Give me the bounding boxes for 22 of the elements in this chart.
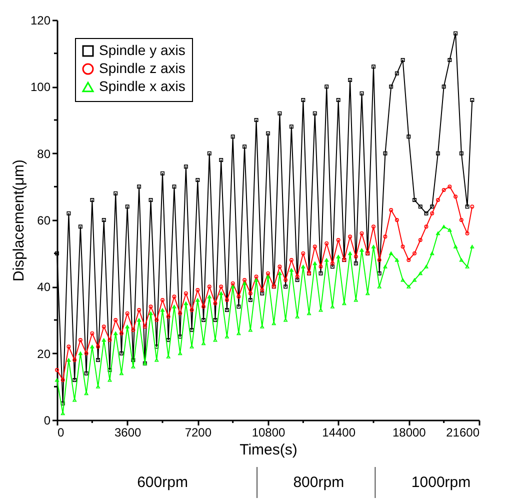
x-axis-title: Times(s) (240, 442, 298, 458)
y-tick-label: 0 (44, 414, 51, 428)
x-tick-label: 7200 (184, 426, 212, 440)
legend-label: Spindle x axis (99, 78, 186, 94)
legend-label: Spindle z axis (99, 60, 186, 76)
y-axis-title: Displacement(μm) (10, 159, 28, 282)
x-tick-label: 0 (58, 426, 64, 440)
y-tick-label: 80 (37, 146, 51, 161)
x-tick-label: 14400 (322, 426, 356, 440)
y-tick-label: 20 (37, 346, 51, 361)
x-tick-label: 10800 (252, 426, 286, 440)
x-tick-label: 3600 (114, 426, 142, 440)
legend-label: Spindle y axis (99, 42, 186, 58)
x-tick-label: 18000 (392, 426, 426, 440)
text: 600rpm (137, 474, 188, 491)
y-tick-label: 120 (30, 14, 51, 28)
x-tick-label: 21600 (446, 426, 480, 440)
y-tick-label: 60 (37, 214, 51, 228)
text: 1000rpm (411, 474, 471, 491)
text: 800rpm (293, 474, 344, 491)
y-tick-label: 40 (37, 280, 51, 294)
y-tick-label: 100 (30, 80, 51, 94)
